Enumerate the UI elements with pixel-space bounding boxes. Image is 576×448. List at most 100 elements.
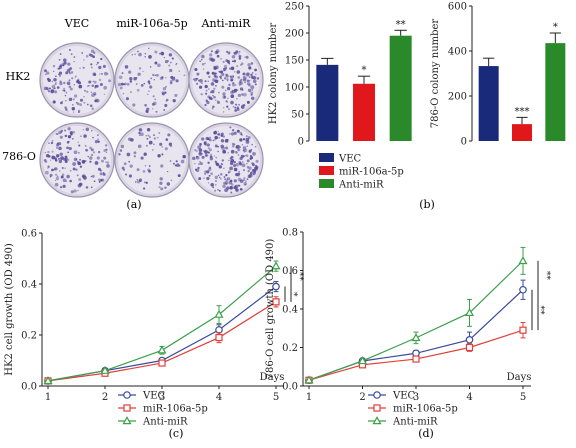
colony-dot [71,137,74,140]
colony-dot [51,140,54,142]
colony-dot [250,85,255,90]
legend-label: miR-106a-5p [393,404,458,415]
colony-dot [237,106,239,108]
colony-dot [195,156,200,160]
colony-dot [133,155,136,158]
colony-dot [198,152,203,156]
colony-dot [69,87,73,91]
colony-dot [146,127,151,132]
y-tick-label: 600 [448,2,467,13]
colony-dot [171,77,176,81]
colony-panel: VEC miR-106a-5p Anti-miR HK2 786-O (a) [2,17,264,211]
colony-dot [204,144,207,146]
colony-dot [120,144,125,149]
colony-dot [221,85,225,89]
colony-dot [57,157,61,161]
colony-dot [180,159,185,164]
colony-dot [103,93,106,96]
colony-dot [211,89,215,94]
x-tick-label: 5 [520,392,526,403]
colony-dot [67,111,69,113]
colony-dot [154,98,157,101]
colony-dot [151,107,154,110]
colony-dot [212,58,216,62]
marker-square [465,343,474,352]
colony-dot [226,59,230,63]
colony-dot [152,101,157,106]
colony-dot [218,91,220,94]
colony-dot [103,156,107,160]
colony-dot [219,75,222,79]
y-tick-label: 200 [448,92,467,103]
colony-dot [93,91,97,95]
colony-dot [231,142,235,146]
colony-dot [208,174,211,177]
colony-dot [215,180,217,182]
colony-dot [164,59,169,64]
colony-dot [60,101,63,105]
colony-dot [93,180,96,183]
colony-dot [82,128,85,131]
colony-dot [59,64,62,67]
colony-dot [234,109,238,112]
col-label-mir: miR-106a-5p [116,17,187,30]
colony-dot [218,176,221,179]
colony-dot [226,178,228,181]
colony-dot [146,107,150,111]
colony-dot [239,146,241,148]
bar-legend: VEC miR-106a-5p Anti-miR [319,153,404,191]
colony-dot [128,70,132,74]
colony-dot [248,150,252,153]
marker-triangle [357,356,368,365]
colony-dot [79,67,81,70]
colony-dot [228,159,230,162]
colony-dot [168,53,173,57]
colony-dot [144,103,147,107]
colony-dot [243,92,247,97]
colony-dot [67,62,71,66]
colony-dot [97,150,101,154]
colony-dot [72,162,76,166]
marker-square [373,404,381,412]
x-tick-label: 2 [359,392,365,403]
colony-dot [231,90,235,94]
colony-dot [233,131,237,135]
colony-dot [169,68,173,73]
colony-dot [214,135,218,140]
colony-dot [170,61,172,64]
colony-dot [230,94,235,99]
colony-dot [252,79,257,84]
colony-dot [210,50,213,53]
colony-dot [155,73,159,77]
colony-dot [252,76,257,80]
colony-dot [222,60,225,63]
colony-dot [55,75,57,77]
colony-dot [229,126,232,129]
colony-dot [79,182,83,187]
colony-dot [142,70,144,73]
colony-dot [46,88,49,91]
colony-dot [91,130,93,132]
dish-well [192,126,260,194]
significance-marker: *** [515,106,530,117]
colony-dot [75,168,78,171]
colony-dot [51,84,56,89]
colony-dot [228,83,231,87]
colony-dot [142,187,146,190]
colony-dot [161,146,163,148]
colony-dot [132,103,136,107]
colony-dot [164,147,168,151]
colony-dot [193,162,196,165]
colony-dot [158,186,161,189]
colony-dot [231,144,235,148]
colony-dot [58,58,61,61]
colony-dot [207,161,210,165]
colony-dot [54,173,58,176]
colony-dot [247,169,250,173]
colony-dot [85,127,90,132]
colony-dot [227,97,229,100]
colony-dot [165,85,167,88]
colony-dot [239,84,241,86]
colony-dot [223,181,227,185]
colony-dot [59,135,63,139]
